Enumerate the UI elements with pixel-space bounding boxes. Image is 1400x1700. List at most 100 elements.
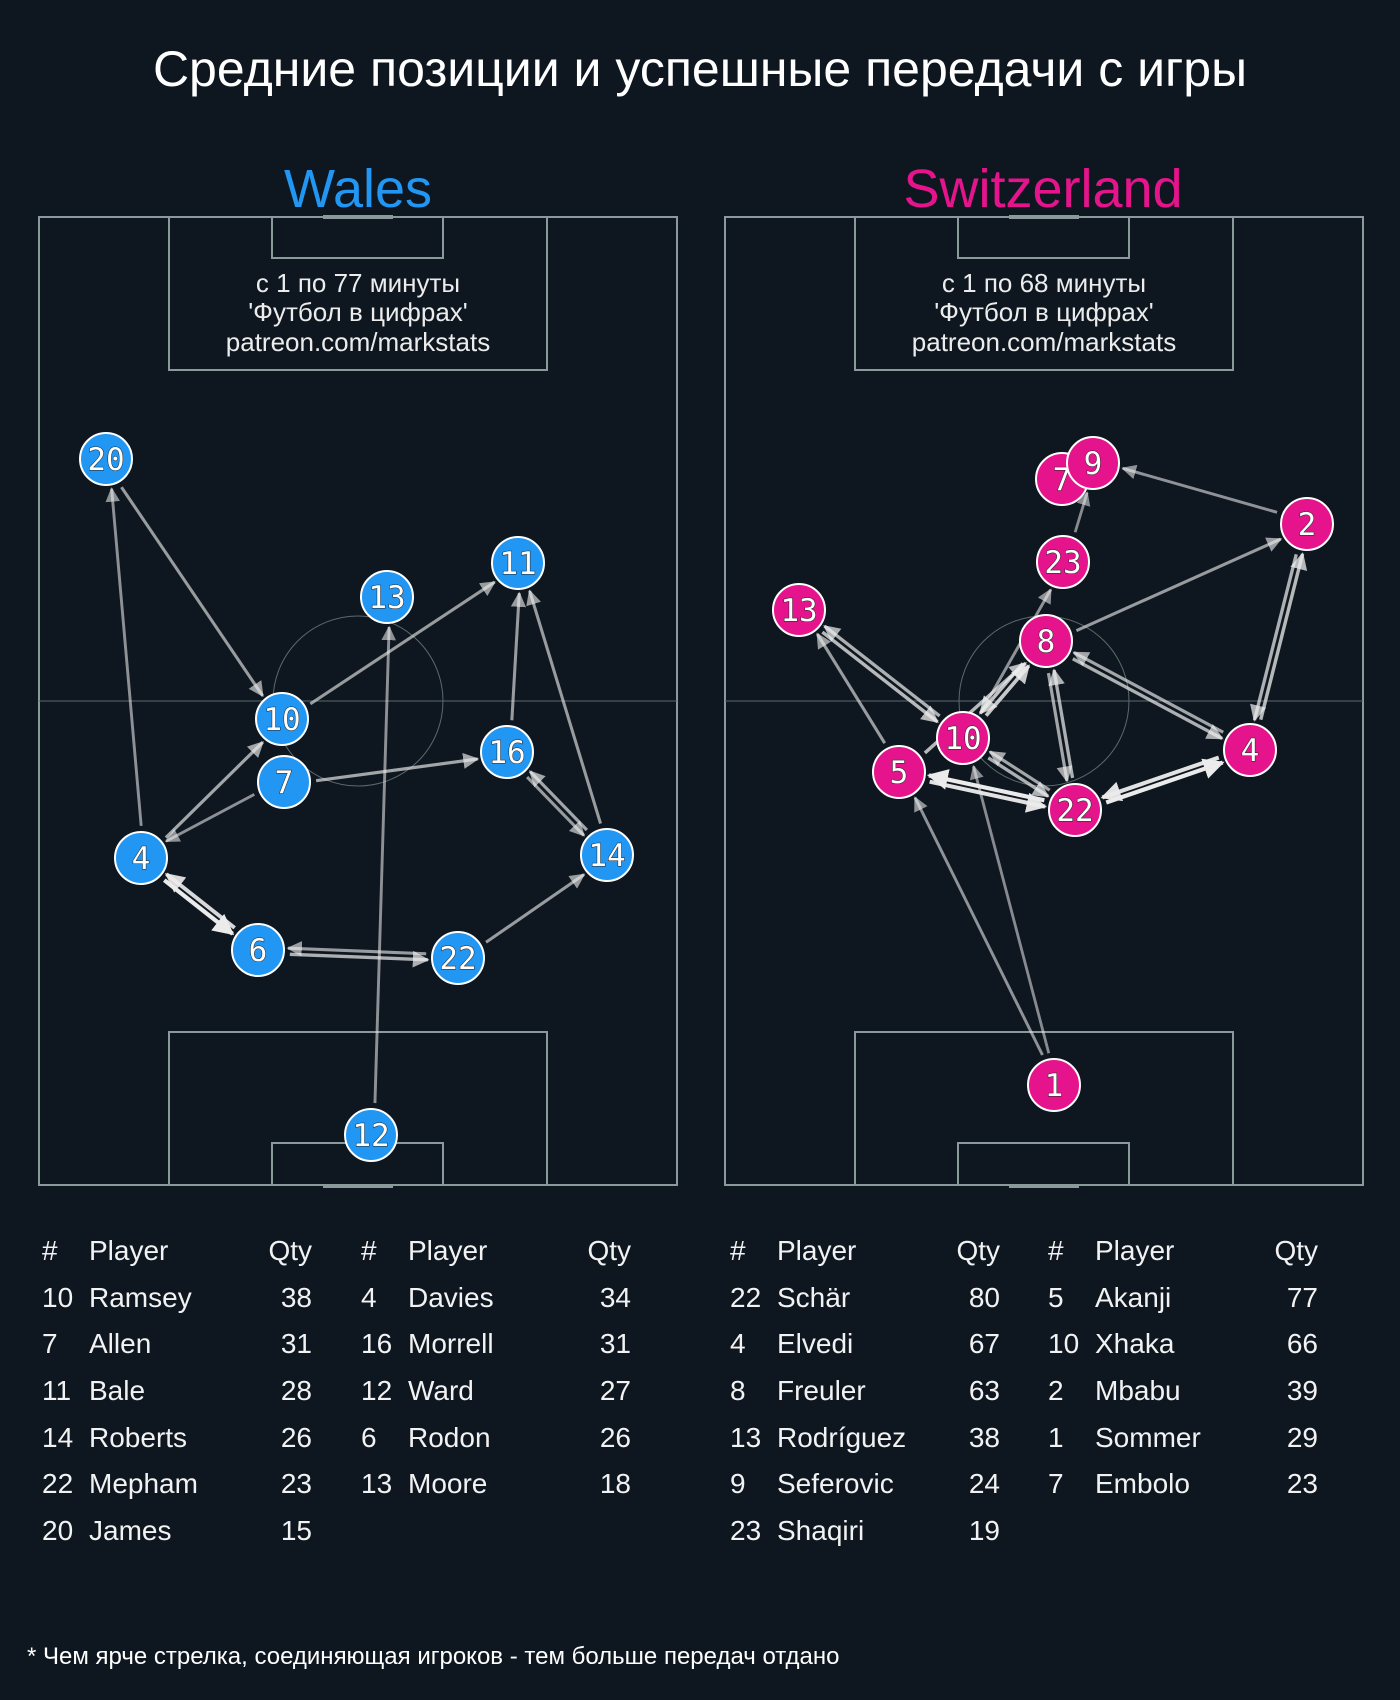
player-marker bbox=[872, 745, 926, 799]
player-number-label: 7 bbox=[275, 765, 294, 801]
header-num: # bbox=[1048, 1235, 1064, 1266]
player-number-label: 4 bbox=[132, 841, 151, 877]
player-marker bbox=[580, 828, 634, 882]
pass-arrow-8-to-4 bbox=[1072, 657, 1224, 740]
wales-table-left: # Player Qty 10 Ramsey 38 7 Allen 31 11 Bale 28 14 Ro… bbox=[42, 1235, 312, 1562]
player-node-14: 14 bbox=[580, 828, 634, 882]
player-name: James bbox=[89, 1515, 172, 1547]
player-node-13: 13 bbox=[772, 583, 826, 637]
team-title-switzerland: Switzerland bbox=[903, 159, 1182, 219]
player-marker bbox=[231, 923, 285, 977]
pass-arrow-6-to-4 bbox=[164, 872, 236, 930]
player-number-label: 13 bbox=[368, 580, 405, 616]
player-node-16: 16 bbox=[480, 725, 534, 779]
player-marker bbox=[255, 692, 309, 746]
player-name: Roberts bbox=[89, 1421, 188, 1453]
table-header: # Player Qty bbox=[1048, 1235, 1318, 1282]
info-line-3: patreon.com/markstats bbox=[912, 327, 1176, 357]
player-number: 9 bbox=[730, 1468, 746, 1500]
player-marker bbox=[360, 570, 414, 624]
pass-arrow-10-to-13 bbox=[823, 624, 941, 718]
info-line-3: patreon.com/markstats bbox=[226, 327, 490, 357]
pass-qty: 39 bbox=[1286, 1375, 1318, 1407]
player-name: Sommer bbox=[1095, 1421, 1201, 1453]
header-num: # bbox=[42, 1235, 58, 1266]
player-node-22: 22 bbox=[431, 931, 485, 985]
pass-qty: 28 bbox=[280, 1375, 312, 1407]
switzerland-table-right: # Player Qty 5 Akanji 77 10 Xhaka 66 2 Mbabu 39 1 Som… bbox=[1048, 1235, 1318, 1515]
player-number-label: 1 bbox=[1045, 1068, 1064, 1104]
header-player: Player bbox=[408, 1235, 488, 1266]
player-number-label: 10 bbox=[263, 702, 300, 738]
switzerland-pass-network: 7 9 2 23 13 8 10 4 5 22 1 bbox=[772, 436, 1334, 1112]
player-node-23: 23 bbox=[1036, 535, 1090, 589]
pass-qty: 63 bbox=[968, 1375, 1000, 1407]
player-name: Schär bbox=[777, 1281, 851, 1313]
table-row: 10 Xhaka 66 bbox=[1048, 1328, 1318, 1375]
info-line-2: 'Футбол в цифрах' bbox=[248, 297, 468, 327]
pass-arrow-10-to-11 bbox=[309, 580, 496, 706]
player-name: Mepham bbox=[89, 1468, 198, 1500]
pass-arrow-8-to-2 bbox=[1075, 537, 1283, 633]
wales-pitch: Wales с 1 по 77 минуты 'Футбол в цифрах'… bbox=[38, 159, 678, 1188]
pass-qty: 24 bbox=[968, 1468, 1000, 1500]
pass-arrow-4-to-2 bbox=[1259, 552, 1308, 721]
player-number: 2 bbox=[1048, 1375, 1064, 1407]
pass-qty: 80 bbox=[968, 1281, 1000, 1313]
player-number: 4 bbox=[361, 1281, 377, 1313]
player-number: 20 bbox=[42, 1515, 74, 1547]
pass-qty: 34 bbox=[599, 1281, 631, 1313]
pass-arrow-1-to-10 bbox=[969, 764, 1051, 1054]
player-node-1: 1 bbox=[1027, 1058, 1081, 1112]
header-num: # bbox=[730, 1235, 746, 1266]
player-name: Morrell bbox=[408, 1328, 494, 1360]
player-marker bbox=[257, 755, 311, 809]
player-number: 14 bbox=[42, 1421, 74, 1453]
player-number: 8 bbox=[730, 1375, 746, 1407]
player-node-10: 10 bbox=[255, 692, 309, 746]
header-player: Player bbox=[1095, 1235, 1175, 1266]
pass-qty: 26 bbox=[599, 1421, 631, 1453]
table-header: # Player Qty bbox=[730, 1235, 1000, 1282]
player-name: Ward bbox=[408, 1375, 474, 1407]
table-row: 22 Mepham 23 bbox=[42, 1468, 312, 1515]
wales-table-right: # Player Qty 4 Davies 34 16 Morrell 31 12 Ward 27 6 R… bbox=[361, 1235, 631, 1515]
player-number: 13 bbox=[361, 1468, 393, 1500]
table-row: 9 Seferovic 24 bbox=[730, 1468, 1000, 1515]
pass-arrow-7-to-16 bbox=[315, 752, 480, 783]
player-marker bbox=[772, 583, 826, 637]
pass-arrow-12-to-13 bbox=[373, 625, 396, 1104]
player-number-label: 10 bbox=[944, 721, 981, 757]
switzerland-pitch: Switzerland с 1 по 68 минуты 'Футбол в ц… bbox=[724, 159, 1364, 1188]
player-marker bbox=[431, 931, 485, 985]
player-number: 11 bbox=[42, 1375, 72, 1407]
table-header: # Player Qty bbox=[42, 1235, 312, 1282]
player-number-label: 2 bbox=[1298, 507, 1317, 543]
pass-qty: 31 bbox=[280, 1328, 312, 1360]
wales-pass-network: 20 10 13 11 16 7 4 6 22 14 12 bbox=[79, 432, 634, 1162]
player-name: Elvedi bbox=[777, 1328, 854, 1360]
player-name: Moore bbox=[408, 1468, 488, 1500]
player-marker bbox=[79, 432, 133, 486]
player-number-label: 5 bbox=[890, 755, 909, 791]
table-row: 2 Mbabu 39 bbox=[1048, 1375, 1318, 1422]
table-header: # Player Qty bbox=[361, 1235, 631, 1282]
pass-arrow-4-to-6 bbox=[163, 878, 235, 936]
player-node-13: 13 bbox=[360, 570, 414, 624]
player-name: Davies bbox=[408, 1281, 494, 1313]
player-node-2: 2 bbox=[1280, 497, 1334, 551]
player-number: 22 bbox=[730, 1281, 762, 1313]
player-number-label: 12 bbox=[352, 1118, 389, 1154]
table-row: 5 Akanji 77 bbox=[1048, 1282, 1318, 1329]
player-marker bbox=[1019, 614, 1073, 668]
pass-arrow-22-to-4 bbox=[1105, 758, 1225, 805]
pass-arrow-4-to-8 bbox=[1072, 651, 1224, 734]
table-row: 22 Schär 80 bbox=[730, 1282, 1000, 1329]
player-name: Shaqiri bbox=[777, 1515, 865, 1547]
pass-arrow-14-to-11 bbox=[526, 589, 603, 824]
player-number: 13 bbox=[730, 1421, 762, 1453]
table-row: 10 Ramsey 38 bbox=[42, 1282, 312, 1329]
player-number: 22 bbox=[42, 1468, 74, 1500]
switzerland-table-left: # Player Qty 22 Schär 80 4 Elvedi 67 8 Freuler 63 13… bbox=[730, 1235, 1000, 1562]
